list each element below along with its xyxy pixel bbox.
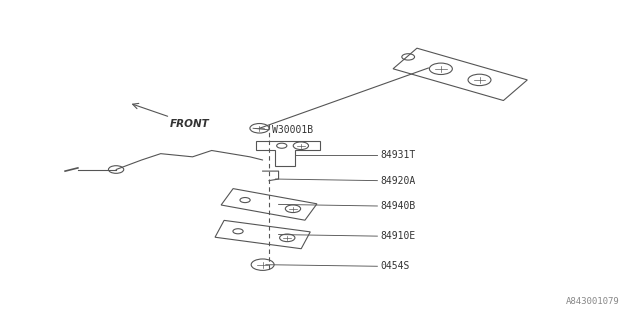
Text: W30001B: W30001B	[272, 125, 314, 135]
Text: 84920A: 84920A	[381, 176, 416, 186]
Text: 84940B: 84940B	[381, 201, 416, 211]
Text: A843001079: A843001079	[566, 297, 620, 306]
Text: 84931T: 84931T	[381, 150, 416, 160]
Text: 0454S: 0454S	[381, 261, 410, 271]
Text: FRONT: FRONT	[170, 118, 210, 129]
Text: 84910E: 84910E	[381, 231, 416, 241]
